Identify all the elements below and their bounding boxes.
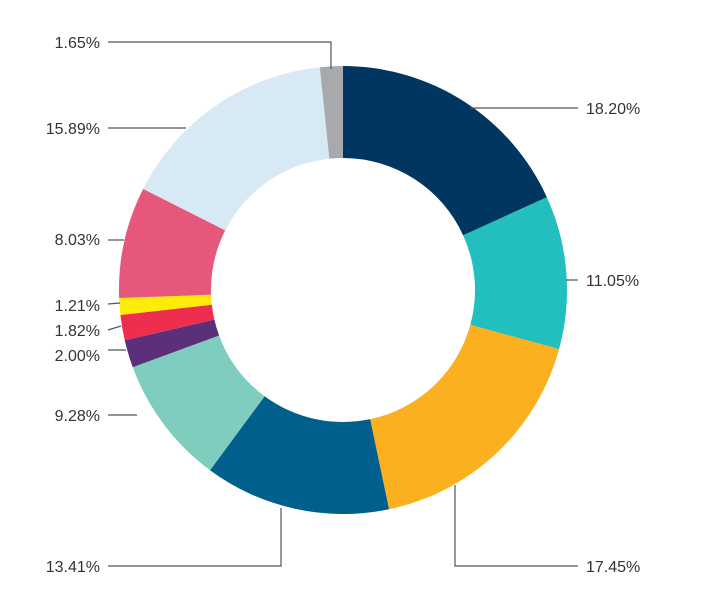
leader-line bbox=[454, 485, 578, 567]
slice-label: 13.41% bbox=[46, 559, 100, 576]
donut-slice bbox=[143, 67, 330, 231]
slices-layer bbox=[119, 66, 567, 514]
leader-line bbox=[107, 302, 121, 305]
leader-lines-layer bbox=[107, 41, 578, 567]
donut-slice bbox=[343, 66, 547, 236]
slice-label: 17.45% bbox=[586, 559, 640, 576]
donut-slice bbox=[132, 335, 265, 471]
leader-line bbox=[107, 325, 122, 331]
donut-slice bbox=[124, 319, 220, 368]
slice-label: 2.00% bbox=[55, 348, 100, 365]
donut-slice bbox=[210, 396, 390, 514]
slice-label: 8.03% bbox=[55, 232, 100, 249]
donut-slice bbox=[463, 197, 567, 350]
slice-label: 18.20% bbox=[586, 101, 640, 118]
donut-slice bbox=[119, 188, 226, 299]
slice-label: 15.89% bbox=[46, 121, 100, 138]
slice-label: 9.28% bbox=[55, 408, 100, 425]
slice-label: 1.82% bbox=[55, 323, 100, 340]
slice-label: 11.05% bbox=[586, 273, 639, 290]
slice-label: 1.65% bbox=[55, 35, 100, 52]
slice-labels-layer: 18.20% 11.05% 17.45% 13.41% 9.28% 2.00% 1.82% 1… bbox=[46, 35, 641, 576]
leader-line bbox=[108, 508, 282, 567]
leader-line bbox=[108, 41, 332, 69]
donut-slice bbox=[370, 324, 560, 510]
donut-slice bbox=[319, 66, 343, 159]
donut-slice bbox=[119, 294, 212, 316]
slice-label: 1.21% bbox=[55, 298, 100, 315]
donut-slice bbox=[120, 304, 215, 341]
